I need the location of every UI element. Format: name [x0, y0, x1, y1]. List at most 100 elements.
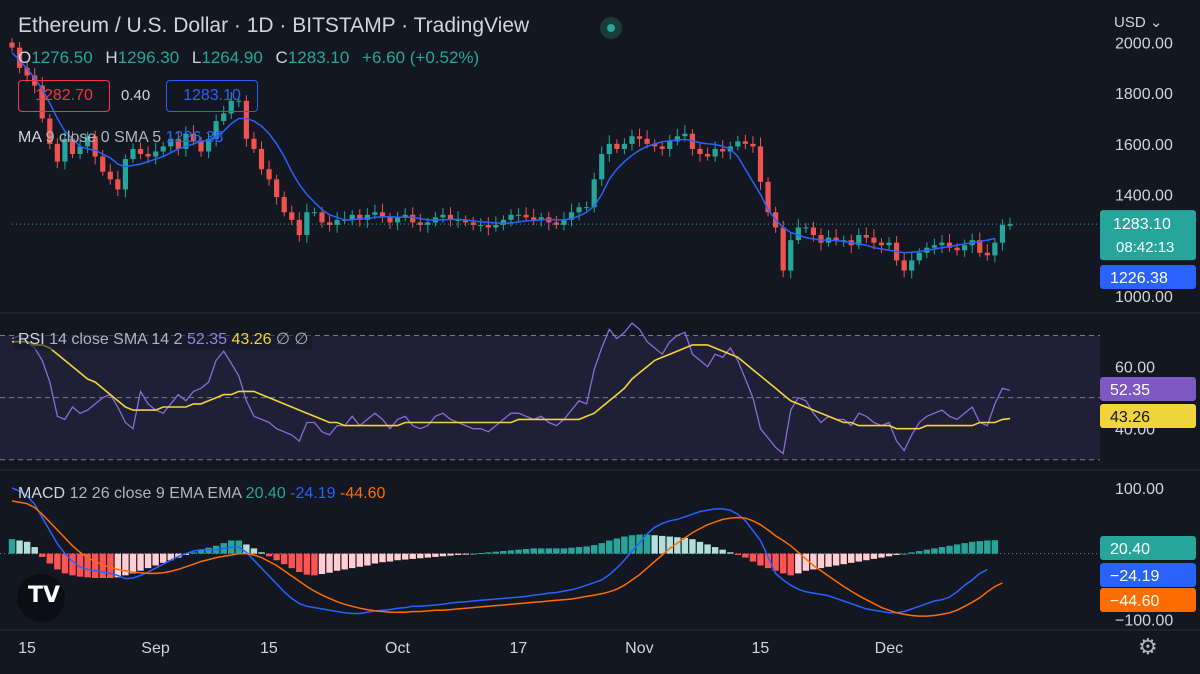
macd-histogram-bar [832, 553, 840, 566]
rsi-sma-value: 43.26 [231, 331, 272, 348]
candle-body [818, 235, 824, 243]
candle-body [137, 148, 144, 154]
macd-histogram-bar [167, 553, 174, 561]
candle-body [190, 133, 197, 142]
rsi-legend[interactable]: RSI 14 close SMA 14 2 52.35 43.26 ∅ ∅ [14, 328, 313, 350]
macd-histogram-bar [643, 534, 651, 554]
candle-body [364, 214, 370, 220]
gear-icon[interactable]: ⚙ [1138, 634, 1158, 659]
macd-histogram-bar [787, 553, 794, 576]
macd-histogram-bar [893, 553, 900, 555]
candle-body [145, 154, 151, 157]
macd-axis-tick: −100.00 [1115, 612, 1173, 629]
candle-body [251, 138, 257, 149]
high-value: 1296.30 [117, 48, 180, 67]
macd-line-value: -24.19 [290, 485, 336, 502]
macd-histogram-bar [772, 553, 779, 571]
macd-histogram-bar [197, 549, 205, 554]
macd-histogram-bar [825, 553, 832, 567]
macd-histogram-bar [379, 553, 386, 563]
candle-body [379, 212, 386, 218]
candle-body [54, 143, 60, 162]
macd-histogram-bar [477, 552, 484, 554]
price-axis-tick: 1600.00 [1115, 137, 1173, 154]
sell-price-button[interactable]: 1282.70 [18, 80, 110, 112]
macd-histogram-bar [961, 543, 968, 554]
macd-histogram-bar [704, 544, 711, 554]
live-status-icon [600, 17, 622, 39]
currency-selector[interactable]: USD ⌄ [1114, 13, 1162, 31]
countdown-label: 08:42:13 [1116, 239, 1174, 256]
candle-body [24, 67, 30, 76]
ma-name: MA [18, 129, 42, 146]
macd-histogram-bar [810, 553, 817, 570]
macd-histogram-bar [855, 553, 862, 562]
time-axis-tick: Sep [141, 640, 170, 657]
buy-price-button[interactable]: 1283.10 [166, 80, 258, 112]
macd-histogram-bar [39, 553, 46, 557]
candle-body [515, 214, 522, 216]
macd-signal-line [11, 500, 1003, 617]
macd-histogram-bar [681, 537, 689, 554]
candle-body [553, 222, 559, 225]
price-axis-tick: 2000.00 [1115, 36, 1173, 53]
high-label: H [105, 48, 118, 67]
macd-signal-tag-bg [1100, 588, 1196, 612]
candle-body [667, 141, 673, 149]
candle-body [508, 214, 514, 220]
macd-histogram-bar [326, 553, 333, 573]
low-label: L [191, 48, 202, 67]
rsi-params: 14 close SMA 14 2 [49, 331, 183, 348]
candle-body [886, 242, 892, 246]
macd-histogram-bar [598, 543, 605, 554]
candle-body [387, 217, 393, 223]
candle-body [992, 242, 998, 256]
macd-histogram-bar [938, 547, 946, 554]
spread-value: 0.40 [121, 87, 151, 104]
last-price-label: 1283.10 [1113, 216, 1171, 233]
macd-histogram-bar [107, 553, 114, 578]
macd-histogram-bar [46, 553, 54, 564]
macd-histogram-bar [318, 553, 326, 575]
candle-body [289, 212, 295, 220]
macd-histogram-bar [522, 549, 530, 554]
macd-histogram-bar [946, 545, 953, 554]
macd-histogram-bar [31, 547, 38, 554]
macd-signal-tag: −44.60 [1110, 593, 1159, 610]
candle-body [213, 121, 219, 139]
rsi-na-1: ∅ [276, 331, 290, 348]
candle-body [946, 242, 953, 248]
macd-params: 12 26 close 9 EMA EMA [69, 485, 242, 502]
macd-histogram-bar [590, 545, 598, 554]
candle-body [591, 179, 597, 208]
candle-body [795, 227, 801, 241]
macd-histogram-bar [61, 553, 69, 574]
rsi-sma-value-tag: 43.26 [1110, 409, 1150, 426]
macd-histogram-bar [628, 535, 636, 554]
macd-histogram-bar [923, 549, 931, 554]
candle-body [9, 42, 15, 48]
macd-histogram-bar [424, 553, 432, 558]
tradingview-logo-icon[interactable]: TV [17, 574, 65, 622]
candle-body [228, 100, 234, 114]
macd-histogram-bar [454, 553, 462, 555]
macd-histogram-bar [984, 540, 991, 554]
rsi-value: 52.35 [187, 331, 228, 348]
candle-body [243, 100, 249, 139]
macd-legend[interactable]: MACD 12 26 close 9 EMA EMA 20.40 -24.19 … [18, 485, 385, 503]
ohlc-legend: O1276.50 H1296.30 L1264.90 C1283.10 +6.6… [18, 48, 487, 68]
macd-histogram-bar [545, 548, 553, 554]
candle-body [878, 242, 885, 246]
macd-histogram-bar [296, 553, 303, 573]
time-axis-tick: Nov [625, 640, 653, 657]
candle-body [636, 136, 643, 139]
macd-histogram-bar [265, 553, 273, 557]
ma-legend[interactable]: MA 9 close 0 SMA 5 1226.38 [18, 129, 224, 147]
macd-histogram-bar [16, 540, 23, 554]
macd-histogram-bar [991, 540, 999, 554]
macd-hist-value: 20.40 [245, 485, 286, 502]
change-value: +6.60 (+0.52%) [362, 48, 480, 67]
macd-histogram-bar [54, 553, 61, 570]
candle-body [916, 252, 922, 261]
